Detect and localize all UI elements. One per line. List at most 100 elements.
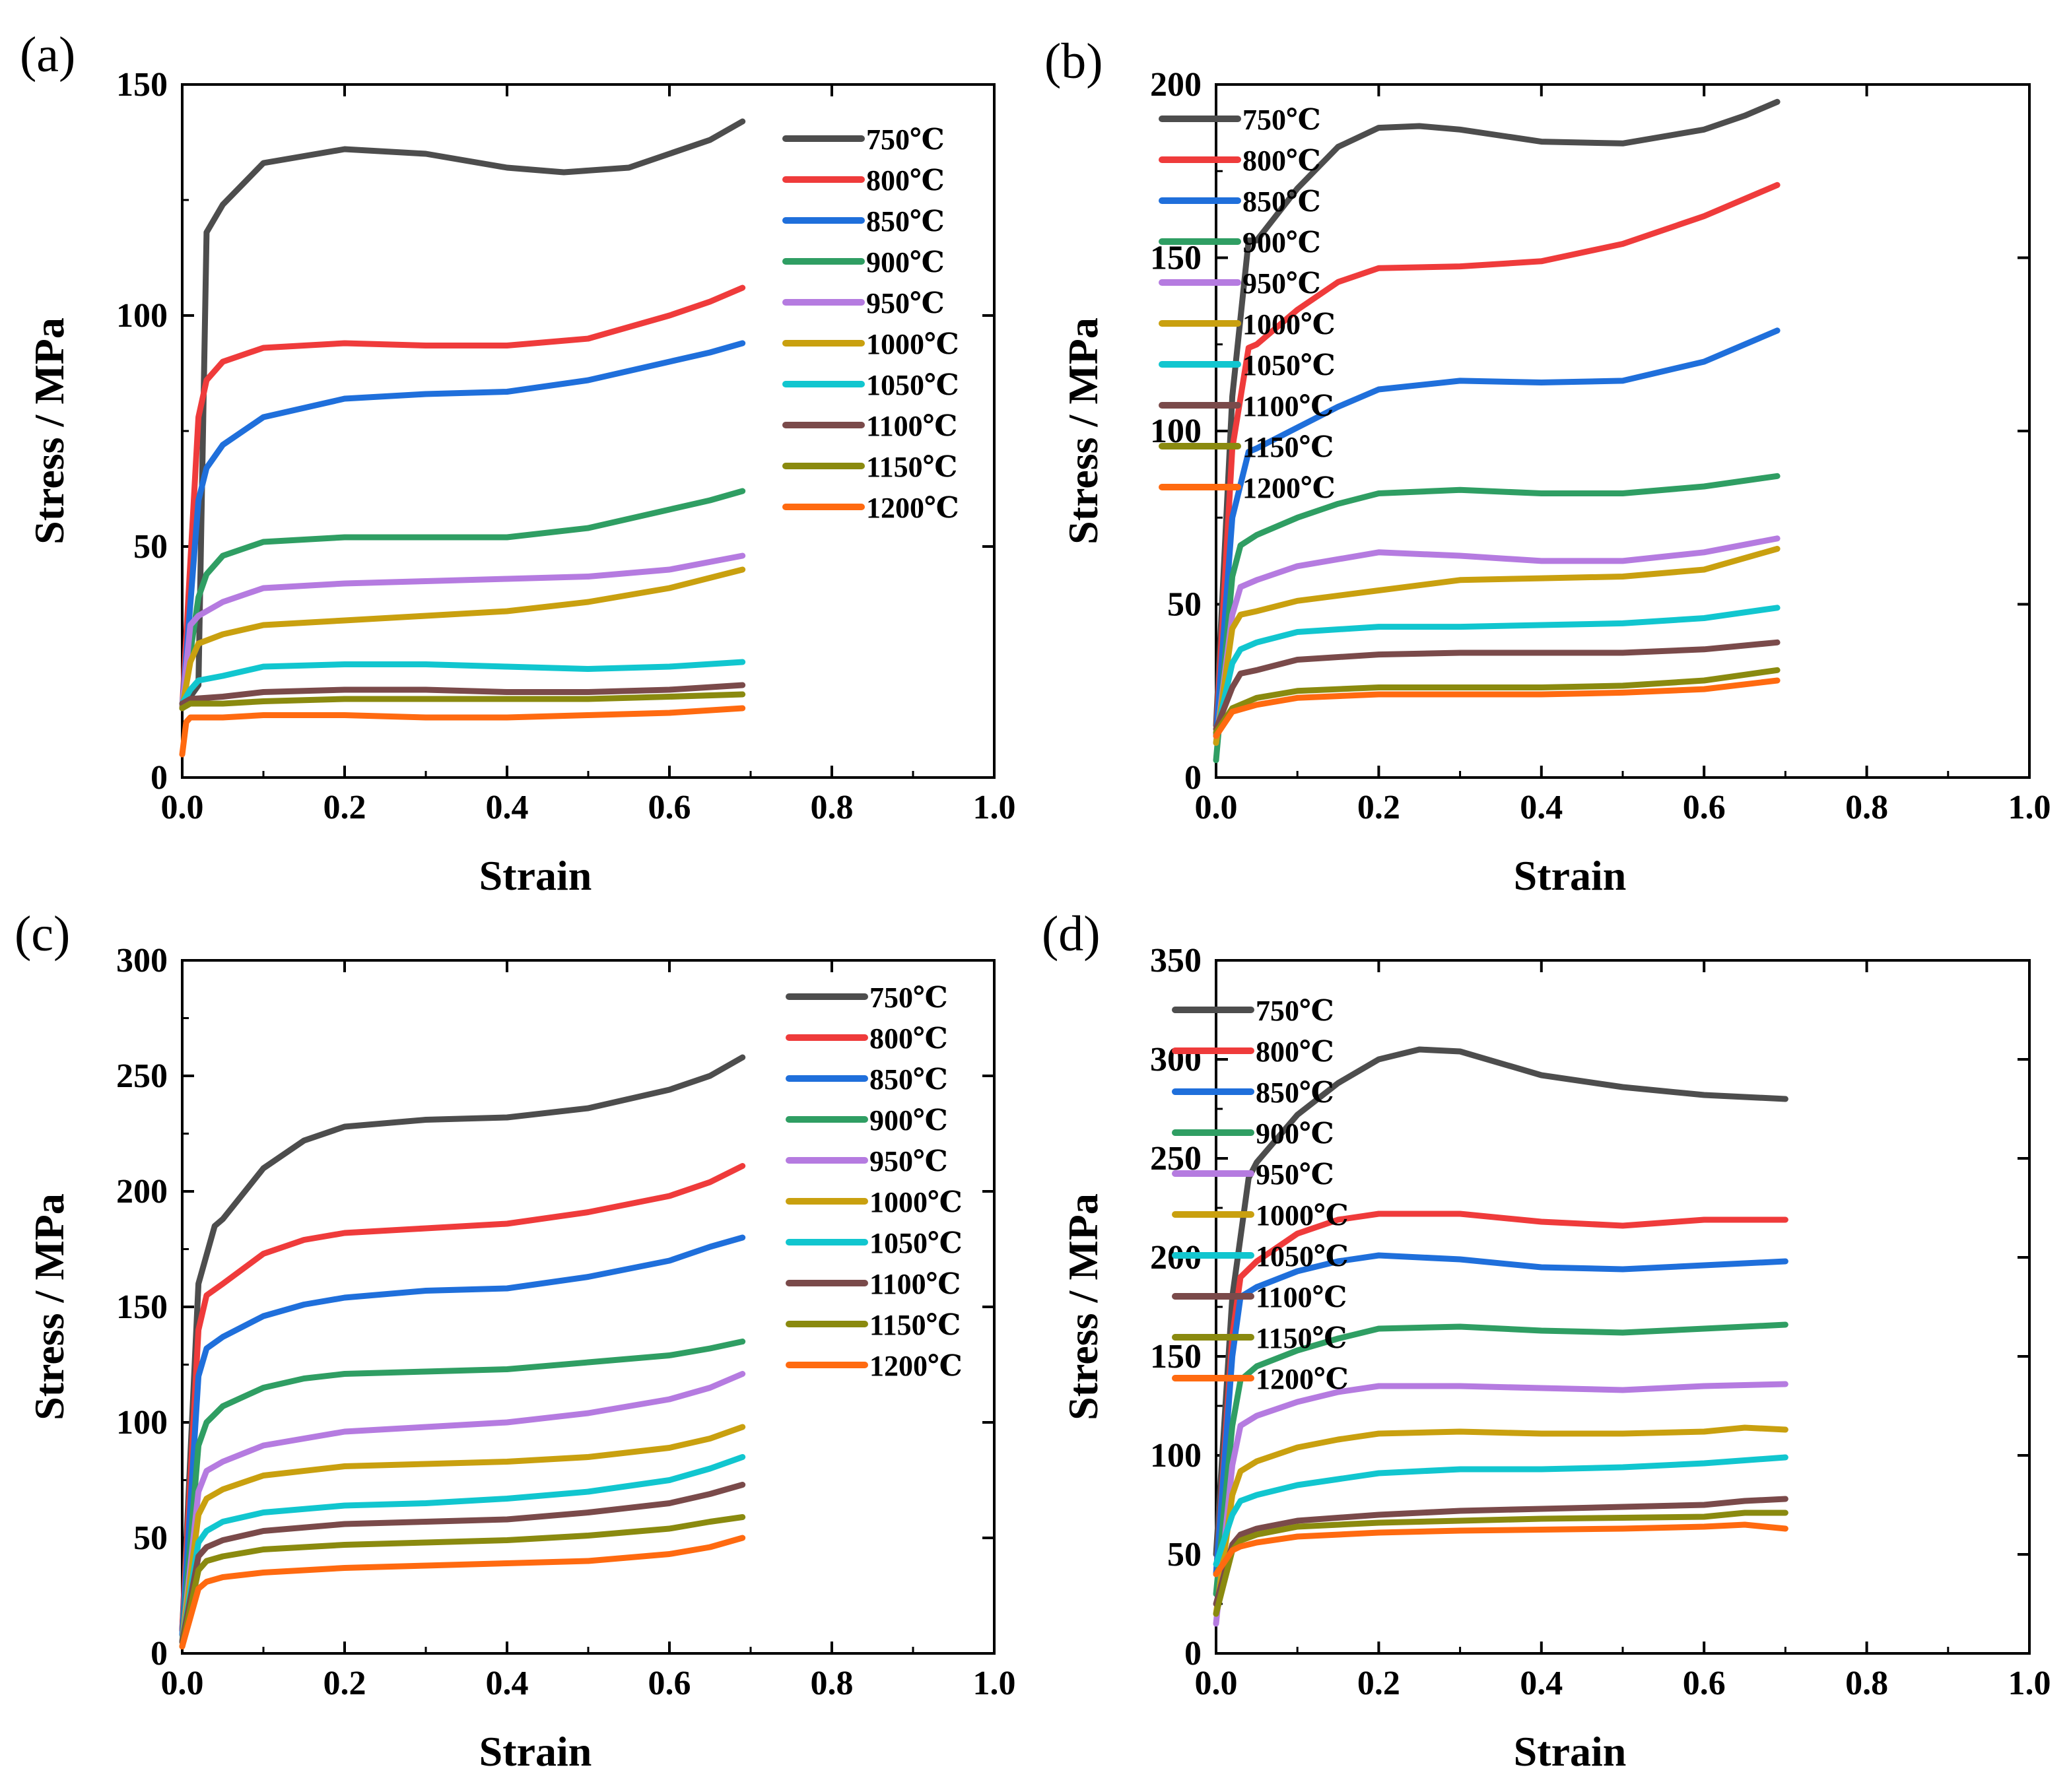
legend-label: 800℃ [1256, 1036, 1334, 1068]
x-tick-label: 0.8 [1845, 1665, 1888, 1702]
panel-label: (c) [15, 906, 70, 962]
y-tick-label: 0 [1184, 1635, 1202, 1673]
series-line [179, 1535, 746, 1649]
legend-label: 950℃ [869, 1145, 948, 1178]
x-tick-label: 0.4 [1520, 1665, 1563, 1702]
panel-label: (a) [20, 27, 75, 83]
legend-label: 1150℃ [866, 451, 957, 483]
x-tick-label: 0.0 [1195, 789, 1238, 826]
y-tick-label: 0 [151, 1635, 168, 1673]
x-axis-title: Strain [479, 852, 592, 899]
series-line [179, 691, 746, 712]
x-axis-title: Strain [1514, 1728, 1627, 1775]
series-line [179, 340, 746, 712]
series-line [1213, 182, 1781, 739]
panel-label: (b) [1044, 34, 1103, 89]
legend-label: 750℃ [869, 981, 948, 1014]
series-line [179, 705, 746, 758]
x-tick-label: 1.0 [2008, 1665, 2051, 1702]
series-line [1213, 1496, 1788, 1607]
legend-label: 800℃ [869, 1022, 948, 1055]
x-tick-label: 0.0 [161, 1665, 204, 1702]
legend-label: 1050℃ [869, 1227, 963, 1259]
series-line [179, 1234, 746, 1638]
legend-label: 1050℃ [1256, 1240, 1349, 1273]
x-axis-title: Strain [479, 1728, 592, 1775]
series-line [179, 1054, 746, 1634]
series-line [179, 1371, 746, 1645]
panel-label: (d) [1042, 906, 1101, 962]
y-tick-label: 150 [1150, 1338, 1202, 1376]
series-line [179, 1424, 746, 1645]
y-tick-label: 50 [133, 528, 168, 566]
legend-label: 850℃ [869, 1063, 948, 1096]
legend-label: 800℃ [1242, 145, 1321, 177]
x-tick-label: 0.2 [323, 1665, 366, 1702]
legend-label: 900℃ [1242, 226, 1321, 259]
y-tick-label: 300 [116, 942, 168, 979]
legend-label: 950℃ [866, 287, 945, 319]
series-line [179, 118, 746, 712]
y-tick-label: 150 [116, 66, 168, 104]
x-tick-label: 0.6 [648, 789, 691, 826]
x-tick-label: 0.2 [1357, 789, 1400, 826]
series-line [1213, 1381, 1788, 1627]
x-tick-label: 0.2 [1357, 1665, 1400, 1702]
x-tick-label: 1.0 [2008, 789, 2051, 826]
y-tick-label: 0 [1184, 759, 1202, 797]
legend-label: 1100℃ [866, 410, 957, 442]
legend-label: 900℃ [866, 246, 945, 279]
x-tick-label: 0.6 [1683, 1665, 1726, 1702]
legend-label: 1050℃ [866, 369, 959, 401]
legend-label: 1000℃ [1242, 308, 1336, 341]
legend-label: 800℃ [866, 164, 945, 197]
x-tick-label: 0.4 [486, 789, 529, 826]
x-tick-label: 0.8 [811, 1665, 854, 1702]
series-line [179, 566, 746, 712]
legend-label: 1100℃ [869, 1268, 961, 1300]
legend-label: 1000℃ [869, 1186, 963, 1218]
legend-label: 900℃ [1256, 1117, 1334, 1150]
y-tick-label: 50 [1167, 586, 1202, 624]
series-line [179, 1339, 746, 1645]
legend-label: 750℃ [1256, 995, 1334, 1027]
legend-label: 1050℃ [1242, 349, 1336, 382]
y-tick-label: 300 [1150, 1041, 1202, 1079]
series-line [1213, 98, 1781, 729]
series-line [1213, 546, 1781, 746]
series-line [1213, 639, 1781, 732]
series-line [1213, 1424, 1788, 1617]
y-axis-title: Stress / MPa [26, 1193, 73, 1420]
series-line [1213, 1521, 1788, 1577]
y-axis-title: Stress / MPa [26, 317, 73, 545]
legend-label: 1150℃ [1242, 431, 1334, 463]
legend-label: 1100℃ [1242, 390, 1334, 422]
y-axis-title: Stress / MPa [1060, 1193, 1106, 1420]
y-tick-label: 100 [1150, 1437, 1202, 1475]
series-line [179, 1163, 746, 1634]
legend-label: 850℃ [1256, 1077, 1334, 1109]
series-line [1213, 473, 1781, 764]
series-line [1213, 327, 1781, 739]
legend-label: 1150℃ [1256, 1322, 1347, 1354]
series-line [179, 1482, 746, 1645]
series-line [1213, 1211, 1788, 1577]
chart-panel: (d)0.00.20.40.60.81.00501001502002503003… [1042, 906, 2051, 1775]
series-line [179, 488, 746, 712]
chart-panel: (a) 0.0 0.2 0.4 0.6 0.8 1.0 0 50 100 150 Strain Stre… [20, 27, 1016, 899]
series-line [1213, 1321, 1788, 1597]
series-line [179, 659, 746, 707]
x-tick-label: 0.0 [161, 789, 204, 826]
x-tick-label: 0.2 [323, 789, 366, 826]
series-line [1213, 667, 1781, 736]
x-tick-label: 0.4 [486, 1665, 529, 1702]
y-tick-label: 150 [1150, 240, 1202, 277]
y-tick-label: 100 [116, 297, 168, 335]
x-tick-label: 0.8 [811, 789, 854, 826]
y-tick-label: 200 [1150, 66, 1202, 104]
legend-label: 1200℃ [1242, 472, 1336, 504]
y-tick-label: 150 [116, 1288, 168, 1326]
legend-label: 750℃ [1242, 104, 1321, 136]
legend-label: 1000℃ [866, 328, 959, 360]
y-tick-label: 0 [151, 759, 168, 797]
